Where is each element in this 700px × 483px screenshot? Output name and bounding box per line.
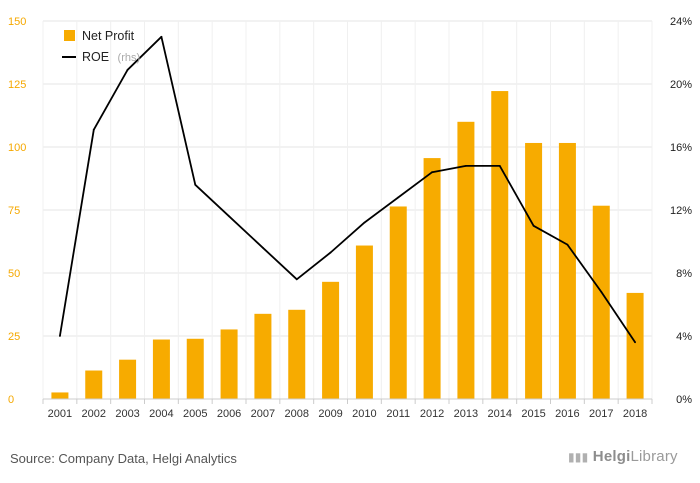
x-tick-label: 2014 <box>488 408 512 420</box>
bar-2005 <box>186 338 204 399</box>
x-tick-label: 2013 <box>454 408 478 420</box>
left-tick-label: 100 <box>8 142 26 154</box>
roe-point-2018 <box>634 341 636 344</box>
roe-point-2016 <box>566 243 569 246</box>
brand-bars-icon: ▮▮▮ <box>568 450 589 464</box>
bar-2002 <box>85 370 103 399</box>
roe-point-2006 <box>228 215 230 218</box>
brand-logo: ▮▮▮ HelgiLibrary <box>568 448 678 465</box>
roe-point-2015 <box>532 224 535 227</box>
left-tick-label: 125 <box>8 79 26 91</box>
roe-point-2002 <box>92 128 95 131</box>
bar-2017 <box>592 205 610 399</box>
x-tick-label: 2018 <box>623 408 647 420</box>
x-tick-label: 2005 <box>183 408 207 420</box>
source-note: Source: Company Data, Helgi Analytics <box>10 451 237 466</box>
left-axis-ticks: 0 25 50 75 100 125 150 <box>8 16 26 406</box>
right-tick-label: 16% <box>670 142 692 154</box>
roe-point-2004 <box>160 35 163 38</box>
bar-2013 <box>457 121 475 400</box>
bar-2011 <box>389 206 407 399</box>
bar-2012 <box>423 158 441 399</box>
left-tick-label: 50 <box>8 268 20 280</box>
brand-suffix: Library <box>630 448 678 465</box>
legend-roe: ROE (rhs) <box>82 48 140 65</box>
right-tick-label: 20% <box>670 79 692 91</box>
bar-2016 <box>558 142 576 399</box>
x-tick-label: 2015 <box>521 408 545 420</box>
x-tick-label: 2001 <box>48 408 72 420</box>
bar-2015 <box>525 142 543 399</box>
left-tick-label: 25 <box>8 331 20 343</box>
x-tick-label: 2017 <box>589 408 613 420</box>
bar-2010 <box>355 245 373 399</box>
bar-2009 <box>322 281 340 399</box>
bar-2001 <box>51 392 69 399</box>
bar-2018 <box>626 292 644 399</box>
right-axis-ticks: 0% 4% 8% 12% 16% 20% 24% <box>670 16 692 406</box>
roe-point-2013 <box>465 165 467 167</box>
roe-point-2005 <box>194 183 197 186</box>
legend-roe-suffix: (rhs) <box>118 52 141 64</box>
x-tick-label: 2012 <box>420 408 444 420</box>
roe-point-2008 <box>295 278 298 281</box>
line-series <box>59 35 636 344</box>
bar-2004 <box>152 339 170 399</box>
left-tick-label: 150 <box>8 16 26 28</box>
x-tick-label: 2008 <box>285 408 309 420</box>
roe-point-2011 <box>397 196 400 199</box>
bar-2006 <box>220 329 238 399</box>
roe-point-2014 <box>498 165 501 167</box>
right-tick-label: 24% <box>670 16 692 28</box>
roe-point-2010 <box>363 221 366 224</box>
right-tick-label: 12% <box>670 205 692 217</box>
chart-svg: 0 25 50 75 100 125 150 0% 4% 8% 12% 16% 20% 24% 2001… <box>8 16 692 420</box>
legend: Net Profit ROE (rhs) <box>62 29 140 65</box>
right-tick-label: 4% <box>676 331 692 343</box>
legend-net-profit: Net Profit <box>82 29 135 43</box>
roe-point-2009 <box>329 251 332 254</box>
x-tick-label: 2002 <box>82 408 106 420</box>
roe-point-2001 <box>59 335 61 337</box>
roe-point-2017 <box>600 291 603 293</box>
bar-2008 <box>288 309 306 399</box>
bar-2014 <box>491 91 509 399</box>
x-tick-label: 2011 <box>386 408 410 420</box>
legend-bar-swatch <box>64 30 75 41</box>
legend-roe-label: ROE <box>82 50 109 64</box>
x-tick-label: 2009 <box>318 408 342 420</box>
bar-series <box>51 91 644 400</box>
roe-line <box>59 35 636 343</box>
x-tick-label: 2016 <box>555 408 579 420</box>
roe-point-2012 <box>431 171 433 174</box>
x-tick-label: 2007 <box>251 408 275 420</box>
x-axis: 2001 2002 2003 2004 2005 2006 2007 2008 2009 2010… <box>42 398 653 420</box>
right-tick-label: 0% <box>676 394 692 406</box>
left-tick-label: 0 <box>8 394 14 406</box>
left-tick-label: 75 <box>8 205 20 217</box>
right-tick-label: 8% <box>676 268 692 280</box>
bar-2007 <box>254 313 272 399</box>
brand-prefix: Helgi <box>592 448 631 465</box>
x-tick-label: 2004 <box>149 408 173 420</box>
bar-2003 <box>119 359 137 399</box>
x-tick-label: 2006 <box>217 408 241 420</box>
x-tick-label: 2010 <box>352 408 376 420</box>
roe-point-2007 <box>262 246 264 249</box>
x-tick-label: 2003 <box>115 408 139 420</box>
roe-point-2003 <box>126 68 129 71</box>
